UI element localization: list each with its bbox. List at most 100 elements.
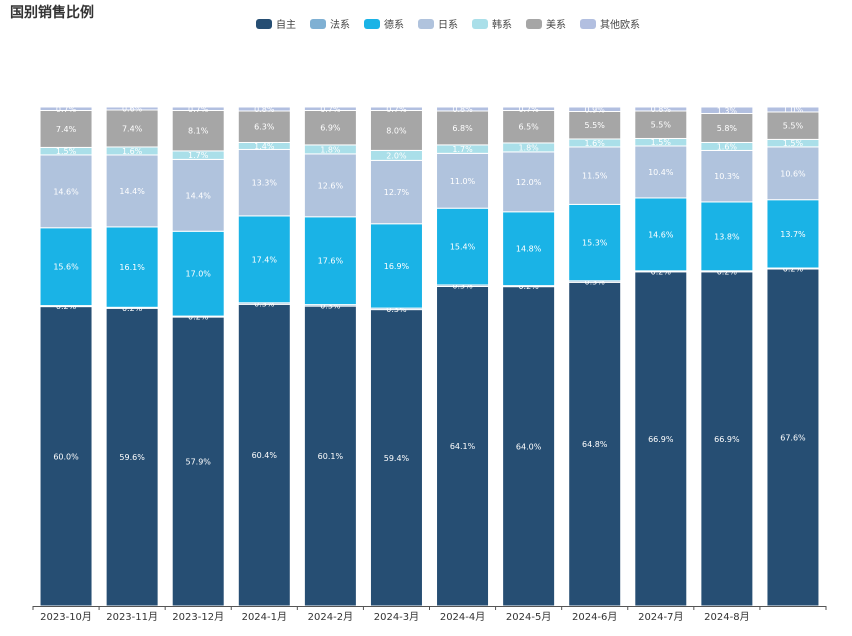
- bar-segment[interactable]: [700, 112, 754, 143]
- chart-title: 国别销售比例: [10, 5, 94, 21]
- data-label: 11.0%: [450, 177, 476, 186]
- bar-segment[interactable]: [634, 106, 688, 112]
- data-label: 8.1%: [188, 127, 209, 136]
- data-label: 6.8%: [452, 124, 473, 133]
- bar-segment[interactable]: [436, 152, 490, 209]
- data-label: 6.9%: [320, 124, 341, 133]
- bar-segment[interactable]: [105, 106, 159, 111]
- data-label: 66.9%: [714, 435, 740, 444]
- bar-segment[interactable]: [303, 305, 357, 607]
- bar-segment[interactable]: [369, 159, 423, 225]
- bar-segment[interactable]: [105, 154, 159, 228]
- legend-label: 其他欧系: [600, 20, 640, 31]
- bar-segment[interactable]: [766, 111, 820, 140]
- bar-segment[interactable]: [700, 106, 754, 114]
- chart-legend: 自主 法系 德系 日系 韩系 美系 其他欧系: [256, 16, 640, 31]
- bar-segment[interactable]: [303, 109, 357, 146]
- bar-segment[interactable]: [766, 146, 820, 201]
- data-label: 1.6%: [717, 142, 738, 151]
- bar-segment[interactable]: [237, 110, 291, 143]
- data-label: 13.3%: [252, 179, 278, 188]
- data-label: 0.3%: [320, 301, 341, 310]
- x-tick-label: 2023-12月: [172, 611, 224, 623]
- bar-segment[interactable]: [369, 106, 423, 111]
- data-label: 1.0%: [783, 105, 804, 114]
- data-label: 6.5%: [518, 123, 539, 132]
- data-label: 57.9%: [185, 458, 211, 467]
- data-label: 1.4%: [254, 142, 275, 151]
- x-tick-label: 2024-3月: [374, 611, 419, 623]
- bar-segment[interactable]: [171, 316, 225, 607]
- data-label: 0.3%: [585, 278, 606, 287]
- bar-segment[interactable]: [502, 106, 556, 111]
- x-tick-label: 2024-5月: [506, 611, 551, 623]
- data-label: 15.3%: [582, 239, 608, 248]
- bar-segment[interactable]: [436, 110, 490, 146]
- data-label: 0.7%: [518, 105, 539, 114]
- bar-segment[interactable]: [303, 216, 357, 306]
- data-label: 12.6%: [318, 181, 344, 190]
- bar-segment[interactable]: [568, 111, 622, 140]
- legend-item[interactable]: 法系: [310, 16, 350, 31]
- legend-label: 德系: [384, 20, 404, 31]
- legend-label: 自主: [276, 20, 296, 31]
- data-label: 0.7%: [56, 105, 77, 114]
- bar-segment[interactable]: [766, 268, 820, 607]
- bar-segment[interactable]: [171, 109, 225, 152]
- data-label: 64.0%: [516, 442, 542, 451]
- bar-segment[interactable]: [105, 226, 159, 308]
- bar-segment[interactable]: [700, 149, 754, 203]
- legend-item[interactable]: 自主: [256, 16, 296, 31]
- data-label: 14.4%: [119, 187, 145, 196]
- bar-segment[interactable]: [634, 110, 688, 139]
- data-label: 2.0%: [386, 151, 407, 160]
- bar-segment[interactable]: [634, 271, 688, 607]
- data-label: 5.5%: [651, 121, 672, 130]
- bar-segment[interactable]: [171, 230, 225, 317]
- legend-item[interactable]: 日系: [418, 16, 458, 31]
- legend-item[interactable]: 美系: [526, 16, 566, 31]
- bar-segment[interactable]: [39, 109, 93, 148]
- bar-segment[interactable]: [436, 285, 490, 607]
- bar-segment[interactable]: [105, 307, 159, 607]
- legend-item[interactable]: 德系: [364, 16, 404, 31]
- bar-segment[interactable]: [237, 303, 291, 607]
- data-label: 0.9%: [585, 105, 606, 114]
- bar-segment[interactable]: [171, 106, 225, 111]
- data-label: 11.5%: [582, 172, 608, 181]
- data-label: 0.7%: [386, 105, 407, 114]
- bar-segment[interactable]: [568, 203, 622, 282]
- data-label: 0.2%: [188, 313, 209, 322]
- bar-segment[interactable]: [303, 106, 357, 111]
- bar-segment[interactable]: [39, 154, 93, 229]
- data-label: 14.6%: [648, 230, 674, 239]
- bar-segment[interactable]: [766, 106, 820, 113]
- legend-item[interactable]: 其他欧系: [580, 16, 640, 31]
- bar-segment[interactable]: [502, 286, 556, 607]
- bar-segment[interactable]: [303, 153, 357, 218]
- data-label: 0.8%: [452, 105, 473, 114]
- bar-segment[interactable]: [39, 227, 93, 307]
- bar-segment[interactable]: [634, 145, 688, 199]
- data-label: 16.1%: [119, 263, 145, 272]
- data-label: 60.4%: [252, 451, 278, 460]
- bar-segment[interactable]: [39, 106, 93, 111]
- bar-segment[interactable]: [237, 106, 291, 112]
- data-label: 14.6%: [53, 187, 79, 196]
- data-label: 10.4%: [648, 168, 674, 177]
- bar-segment[interactable]: [502, 109, 556, 144]
- bar-segment[interactable]: [634, 197, 688, 272]
- data-label: 1.7%: [452, 145, 473, 154]
- data-label: 64.1%: [450, 442, 476, 451]
- legend-item[interactable]: 韩系: [472, 16, 512, 31]
- bar-segment[interactable]: [369, 309, 423, 607]
- data-label: 1.3%: [717, 106, 738, 115]
- x-tick-label: 2024-4月: [440, 611, 485, 623]
- bar-segment[interactable]: [568, 106, 622, 112]
- data-label: 0.2%: [518, 282, 539, 291]
- bar-segment[interactable]: [436, 106, 490, 112]
- bar-segment[interactable]: [369, 223, 423, 309]
- legend-label: 美系: [546, 20, 566, 31]
- bar-segment[interactable]: [568, 146, 622, 205]
